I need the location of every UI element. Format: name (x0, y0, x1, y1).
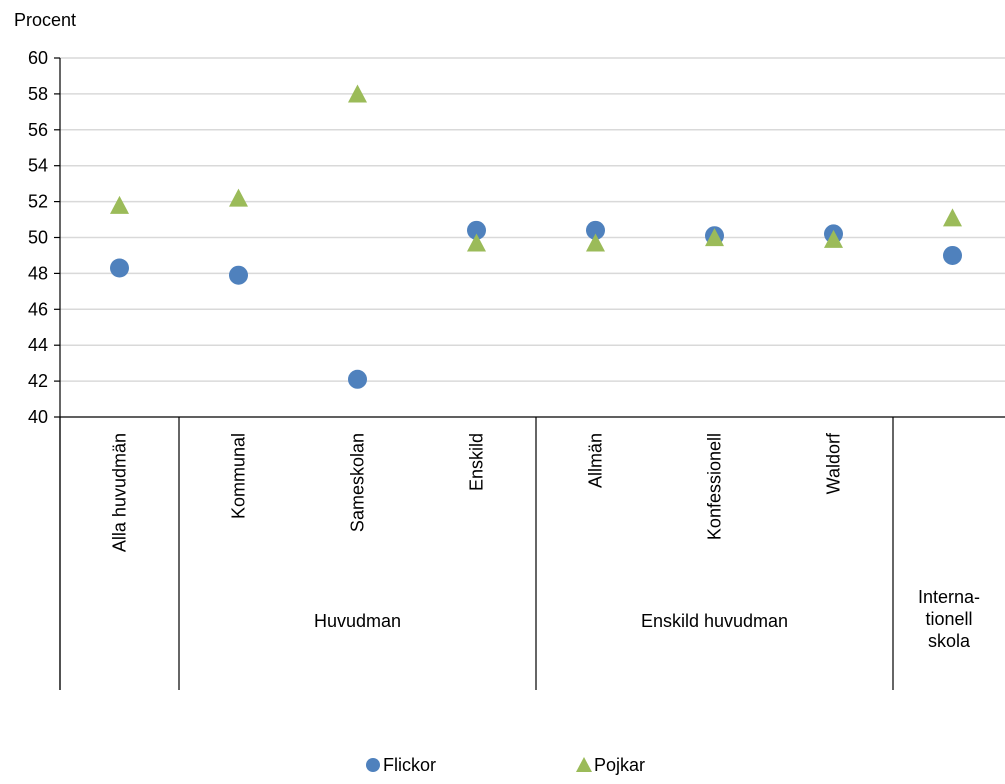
y-tick-label: 56 (28, 120, 48, 140)
y-axis-label: Procent (14, 10, 76, 30)
category-labels: Alla huvudmän Kommunal Sameskolan Enskild Al… (110, 432, 844, 552)
y-tick-label: 52 (28, 192, 48, 212)
y-tick-label: 60 (28, 48, 48, 68)
category-label: Sameskolan (348, 433, 368, 532)
group-label: Huvudman (314, 611, 401, 631)
group-labels: Huvudman Enskild huvudman Interna-tionells… (314, 587, 980, 651)
group-label: Interna- (918, 587, 980, 607)
y-tick-labels: 40 42 44 46 48 50 52 54 56 58 60 (28, 48, 60, 427)
point-pojkar (943, 208, 962, 227)
y-tick-label: 42 (28, 371, 48, 391)
y-tick-label: 40 (28, 407, 48, 427)
y-tick-label: 44 (28, 335, 48, 355)
category-label: Kommunal (229, 433, 249, 519)
y-tick-label: 50 (28, 228, 48, 248)
point-flickor (229, 265, 248, 285)
point-pojkar (824, 229, 843, 248)
legend: Flickor Pojkar (366, 755, 645, 775)
group-label: skola (928, 631, 971, 651)
y-tick-label: 54 (28, 156, 48, 176)
point-flickor (467, 220, 486, 240)
legend-label-flickor: Flickor (383, 755, 436, 775)
legend-marker-pojkar (576, 757, 592, 772)
point-pojkar (229, 188, 248, 207)
group-label: Enskild huvudman (641, 611, 788, 631)
y-tick-label: 46 (28, 299, 48, 319)
category-label: Konfessionell (705, 433, 725, 540)
point-pojkar (110, 195, 129, 214)
y-tick-label: 58 (28, 84, 48, 104)
point-pojkar (467, 233, 486, 252)
category-label: Enskild (467, 433, 487, 491)
point-flickor (586, 220, 605, 240)
point-pojkar (348, 84, 367, 103)
data-points (110, 84, 962, 389)
point-pojkar (586, 233, 605, 252)
grid-lines (60, 57, 1005, 382)
y-tick-label: 48 (28, 263, 48, 283)
legend-marker-flickor (366, 758, 380, 772)
category-label: Allmän (586, 433, 606, 488)
category-label: Waldorf (824, 432, 844, 494)
point-flickor (943, 245, 962, 265)
legend-label-pojkar: Pojkar (594, 755, 645, 775)
point-pojkar (705, 228, 724, 247)
category-label: Alla huvudmän (110, 433, 130, 552)
group-label: tionell (925, 609, 972, 629)
axes (59, 58, 1005, 690)
point-flickor (348, 369, 367, 389)
point-flickor (110, 258, 129, 278)
